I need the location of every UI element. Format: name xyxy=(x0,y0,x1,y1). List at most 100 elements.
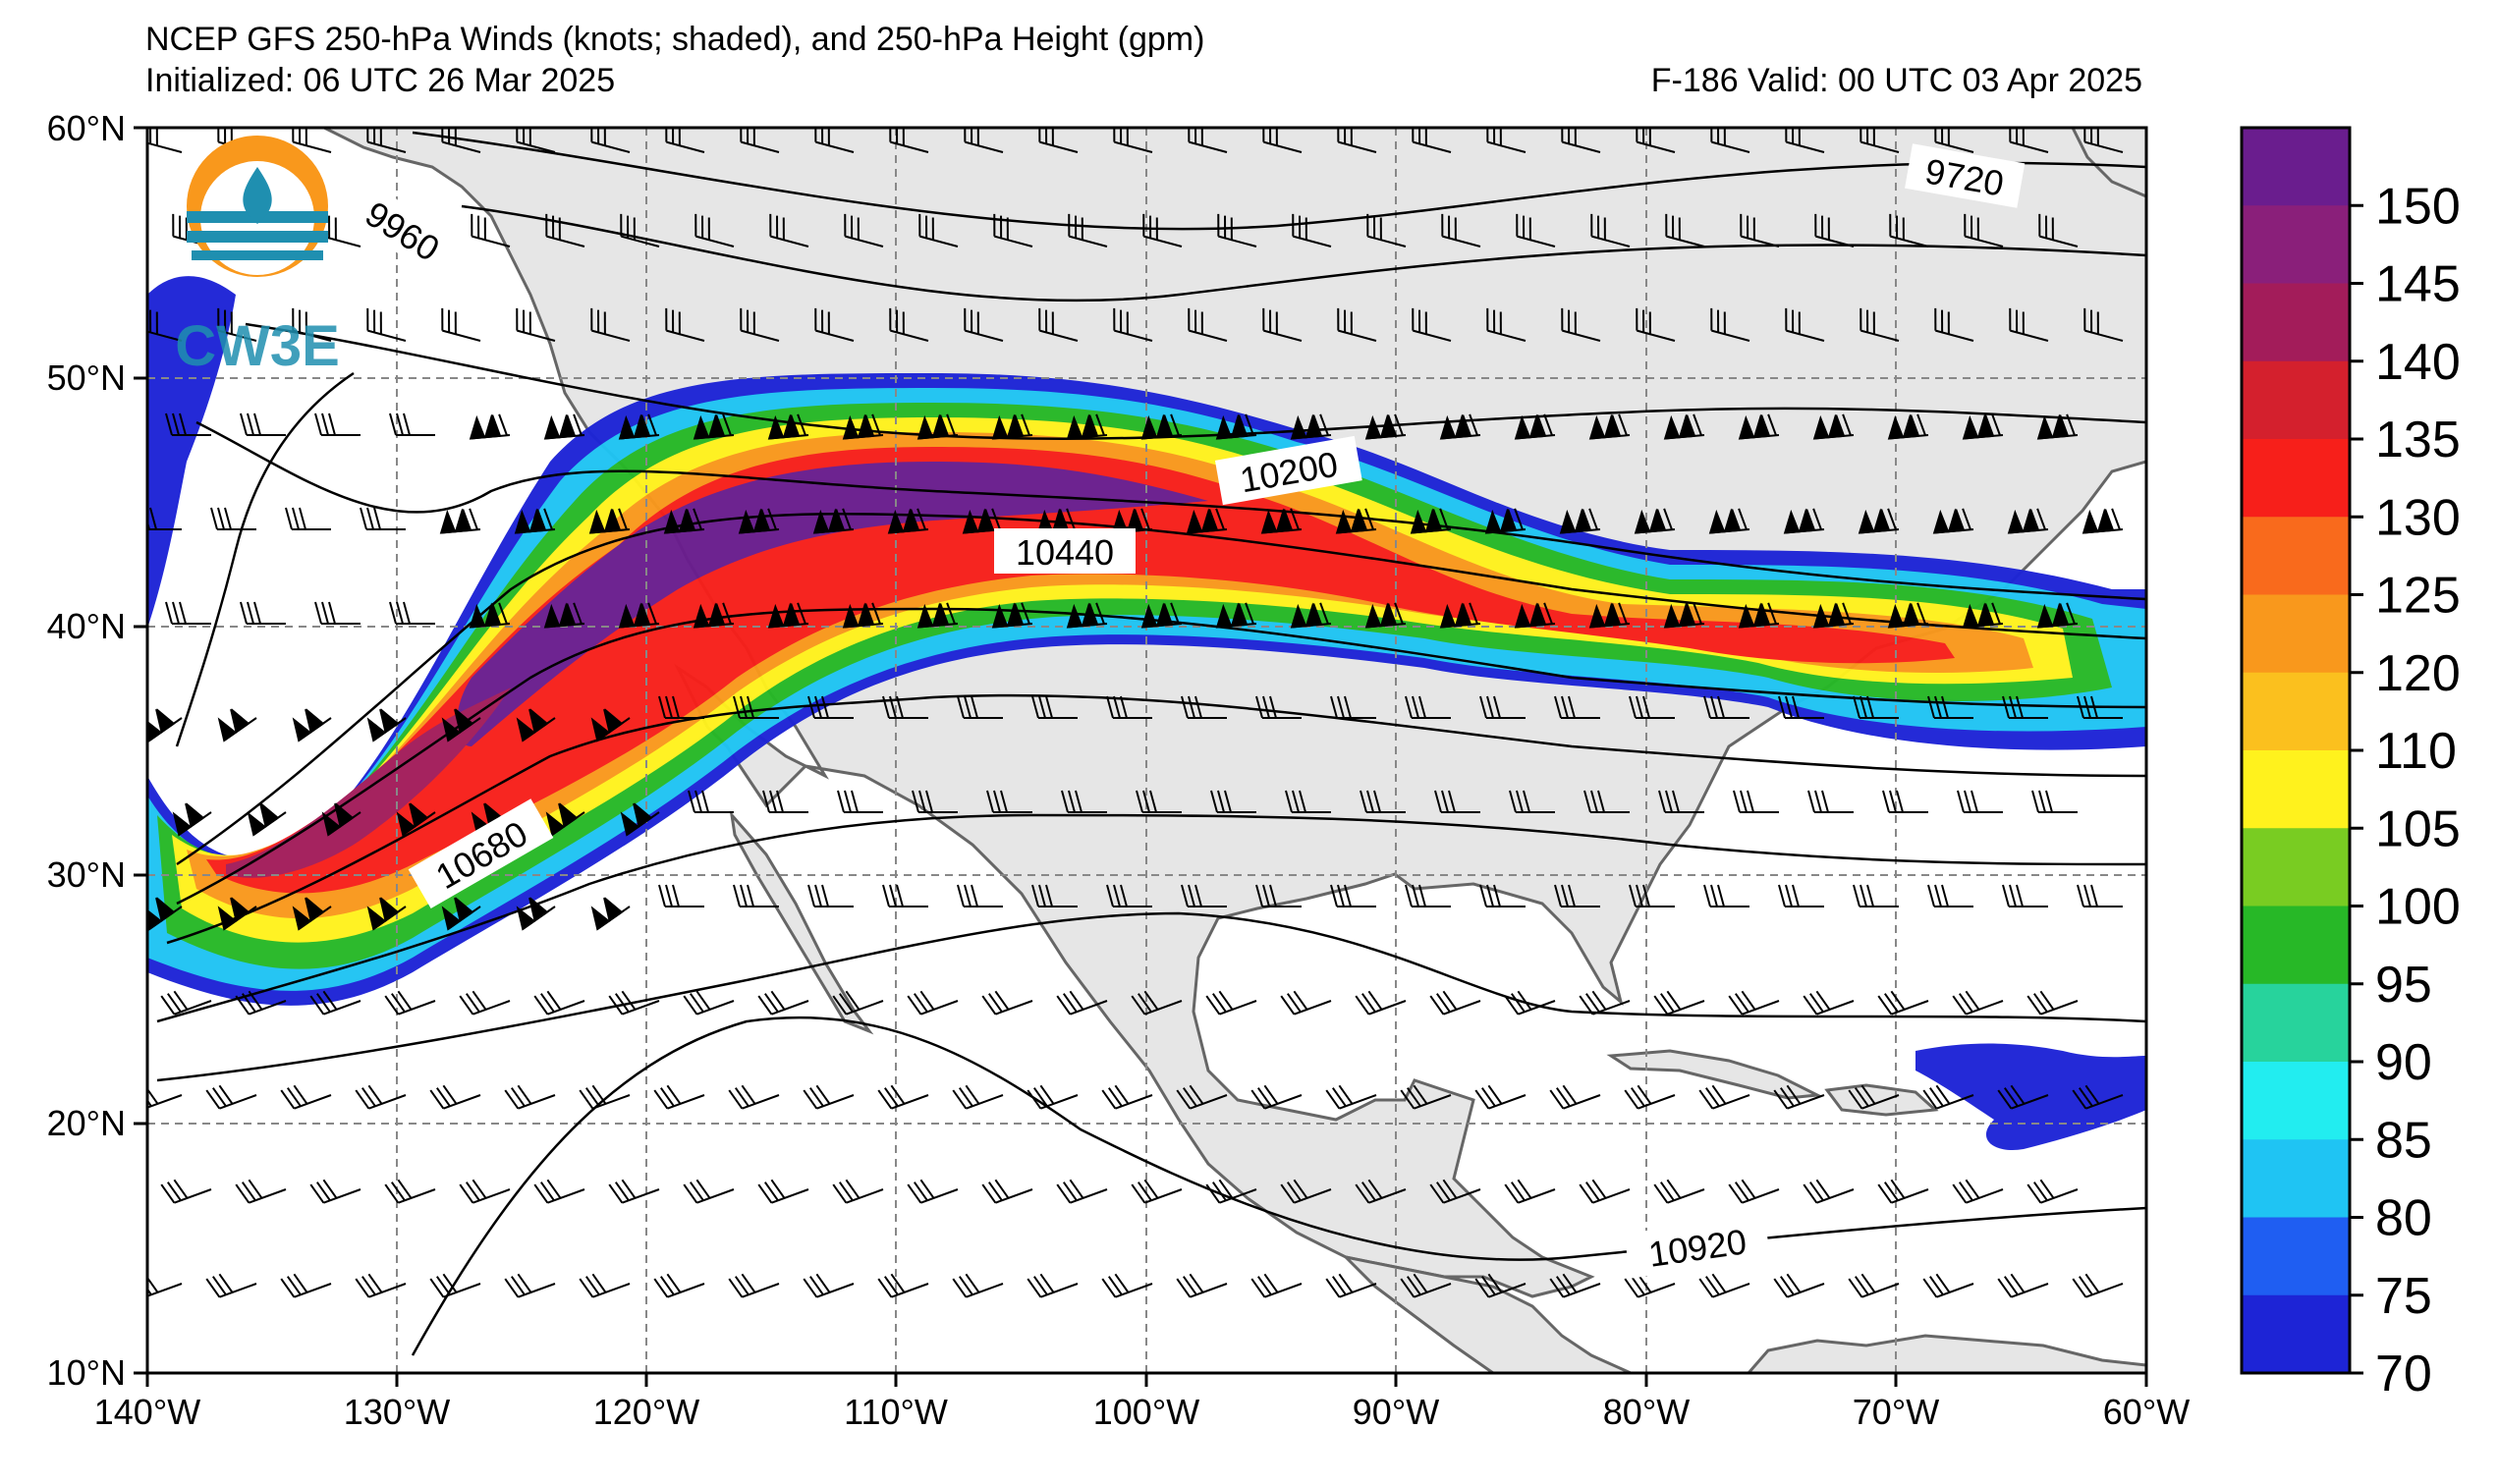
wind-barb xyxy=(1479,884,1526,907)
wind-barb xyxy=(1952,1179,2004,1204)
wind-barb xyxy=(1205,990,1257,1016)
wind-barb xyxy=(1101,1084,1153,1110)
wind-barb xyxy=(579,1084,631,1110)
wind-barb xyxy=(832,1179,884,1204)
wind-barb xyxy=(1807,790,1854,813)
wind-barb xyxy=(1634,508,1676,534)
wind-barb xyxy=(1140,602,1183,629)
wind-barb xyxy=(1504,990,1556,1016)
wind-barb xyxy=(1434,790,1480,813)
wind-barb xyxy=(2002,695,2048,719)
wind-barb xyxy=(389,412,435,436)
wind-barb xyxy=(1355,1179,1407,1204)
colorbar-label: 145 xyxy=(2375,256,2461,313)
land-greenland xyxy=(2071,128,2146,198)
wind-barb xyxy=(803,1273,855,1298)
wind-barb xyxy=(981,990,1033,1016)
wind-barb xyxy=(683,1179,735,1204)
colorbar-swatch xyxy=(2242,517,2350,595)
wind-barb xyxy=(1549,1084,1601,1110)
wind-barb xyxy=(1728,990,1780,1016)
wind-barb xyxy=(1205,1179,1257,1204)
wind-barb xyxy=(504,1084,556,1110)
colorbar-label: 75 xyxy=(2375,1268,2432,1325)
wind-barb xyxy=(1106,695,1152,719)
lon-tick-label: 60°W xyxy=(2103,1392,2190,1432)
wind-barb xyxy=(1922,1273,1974,1298)
wind-barb xyxy=(733,695,779,719)
wind-barb xyxy=(1474,1084,1527,1110)
wind-barb xyxy=(1663,602,1705,629)
wind-barb xyxy=(1708,508,1750,534)
wind-barb xyxy=(1068,213,1108,247)
wind-barb xyxy=(907,1179,959,1204)
wind-barb xyxy=(665,307,705,342)
wind-barb xyxy=(1400,1084,1452,1110)
wind-barb xyxy=(1812,413,1855,440)
wind-barb xyxy=(1927,884,1973,907)
wind-barb xyxy=(916,413,959,440)
lat-tick-label: 50°N xyxy=(47,357,126,398)
wind-barb xyxy=(1590,213,1631,247)
wind-barb xyxy=(957,884,1003,907)
wind-barb xyxy=(1142,213,1183,247)
colorbar-label: 80 xyxy=(2375,1190,2432,1247)
wind-barb xyxy=(2031,790,2078,813)
contour-label: 10440 xyxy=(1016,532,1114,573)
wind-barb xyxy=(1364,602,1407,629)
wind-barb xyxy=(1812,602,1855,629)
wind-barb xyxy=(1330,884,1376,907)
wind-barb xyxy=(590,128,631,153)
wind-barb xyxy=(429,1084,481,1110)
wind-barb xyxy=(2009,307,2049,342)
wind-barb xyxy=(1583,790,1630,813)
wind-barb xyxy=(516,897,556,931)
wind-barb xyxy=(991,413,1033,440)
wind-barb xyxy=(842,602,884,629)
wind-barb xyxy=(1962,602,2004,629)
wind-barb xyxy=(620,213,660,247)
wind-barb xyxy=(1785,128,1825,153)
wind-barb xyxy=(1061,790,1107,813)
wind-barb xyxy=(2077,695,2123,719)
wind-barb xyxy=(1997,1273,2049,1298)
lon-tick-label: 140°W xyxy=(94,1392,200,1432)
wind-barb xyxy=(912,790,958,813)
colorbar-label: 130 xyxy=(2375,489,2461,546)
wind-barb xyxy=(1848,1273,1900,1298)
wind-barb xyxy=(2083,128,2124,153)
wind-barb xyxy=(1624,1084,1676,1110)
wind-barb xyxy=(1217,213,1257,247)
wind-barb xyxy=(210,507,256,530)
wind-barb xyxy=(165,601,211,625)
wind-barb xyxy=(918,213,959,247)
lon-tick-label: 70°W xyxy=(1853,1392,1939,1432)
wind-barb xyxy=(1325,1084,1377,1110)
wind-barb xyxy=(441,897,481,931)
wind-barb xyxy=(658,695,704,719)
wind-barb xyxy=(240,601,286,625)
wind-barb xyxy=(205,1273,257,1298)
colorbar-swatch xyxy=(2242,205,2350,284)
wind-barb xyxy=(887,508,929,534)
wind-barb xyxy=(807,884,854,907)
wind-barb xyxy=(545,802,585,837)
wind-barb xyxy=(1186,508,1228,534)
wind-barb xyxy=(1176,1273,1228,1298)
wind-barb xyxy=(1027,1273,1079,1298)
wind-barb xyxy=(877,1084,929,1110)
wind-barb xyxy=(882,884,928,907)
colorbar-swatch xyxy=(2242,128,2350,206)
colorbar-swatch xyxy=(2242,1062,2350,1140)
wind-barb xyxy=(1140,413,1183,440)
wind-barb xyxy=(807,695,854,719)
wind-barb xyxy=(803,1084,855,1110)
wind-barb xyxy=(688,790,734,813)
wind-barb xyxy=(533,1179,585,1204)
wind-barb xyxy=(1728,1179,1780,1204)
lat-tick-label: 30°N xyxy=(47,854,126,895)
colorbar-swatch xyxy=(2242,750,2350,829)
wind-barb xyxy=(471,213,511,247)
lon-tick-labels: 140°W 130°W 120°W 110°W 100°W 90°W 80°W … xyxy=(94,1392,2190,1432)
